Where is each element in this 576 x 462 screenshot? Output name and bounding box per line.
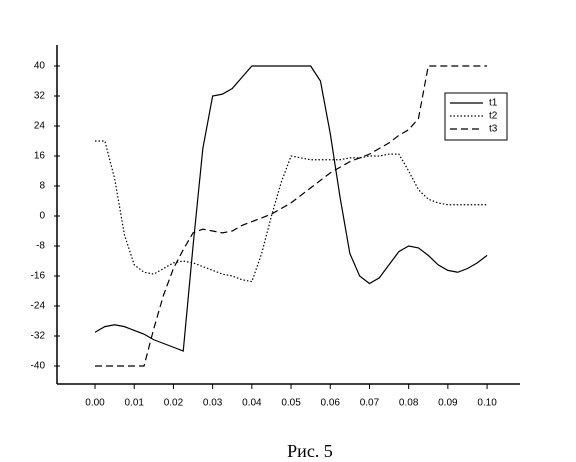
legend-label: t3 (489, 124, 498, 135)
x-tick-label: 0.05 (281, 398, 301, 409)
series-line (95, 140, 488, 283)
legend-label: t2 (489, 111, 498, 122)
legend-label: t1 (489, 98, 498, 109)
x-tick-label: 0.09 (438, 398, 458, 409)
x-tick-label: 0.07 (360, 398, 380, 409)
y-tick-label: 8 (39, 181, 45, 192)
x-tick-label: 0.10 (477, 398, 497, 409)
x-tick-label: 0.04 (242, 398, 262, 409)
figure-caption: Рис. 5 (287, 441, 333, 461)
y-tick-label: -16 (31, 271, 46, 282)
y-tick-label: -40 (31, 361, 46, 372)
x-tick-label: 0.00 (85, 398, 105, 409)
x-tick-label: 0.06 (321, 398, 341, 409)
x-tick-label: 0.02 (164, 398, 184, 409)
y-tick-label: 24 (34, 121, 46, 132)
series-line (94, 65, 488, 352)
y-tick-label: -24 (31, 301, 46, 312)
y-tick-label: 40 (34, 61, 46, 72)
y-tick-label: -32 (31, 331, 46, 342)
x-tick-label: 0.01 (124, 398, 144, 409)
series-line (95, 65, 488, 367)
y-tick-label: 16 (34, 151, 46, 162)
y-tick-label: 32 (34, 91, 46, 102)
y-tick-label: 0 (39, 211, 45, 222)
x-tick-label: 0.08 (399, 398, 419, 409)
y-tick-label: -8 (36, 241, 45, 252)
x-tick-label: 0.03 (203, 398, 223, 409)
